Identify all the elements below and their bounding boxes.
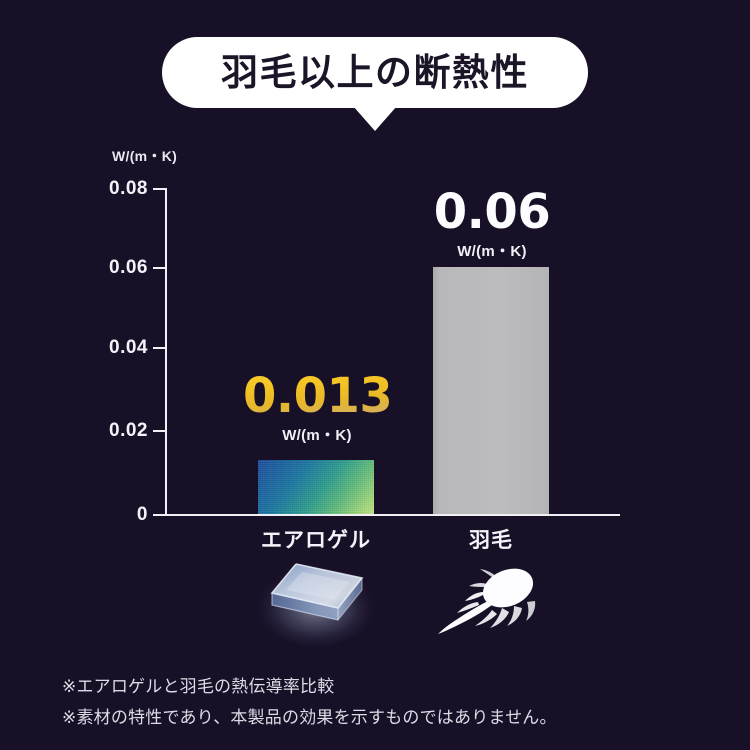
y-tick-000: 0 — [0, 505, 148, 525]
y-axis-unit-label: W/(m・K) — [112, 148, 178, 164]
value-callout-aerogel: 0.013 W/(m・K) — [243, 368, 393, 445]
y-tick-002: 0.02 — [0, 421, 148, 441]
bar-feather — [433, 267, 549, 514]
y-tick-label: 0 — [136, 504, 148, 525]
value-number-feather: 0.06 — [433, 184, 551, 240]
y-tick-004: 0.04 — [0, 338, 148, 358]
x-axis-line — [165, 514, 620, 516]
title-speech-bubble: 羽毛以上の断熱性 — [162, 37, 588, 108]
y-tick-label: 0.04 — [109, 337, 148, 358]
footnote-line-1: ※エアロゲルと羽毛の熱伝導率比較 — [62, 677, 335, 697]
y-tick-mark — [153, 514, 166, 516]
value-unit-aerogel: W/(m・K) — [282, 427, 352, 444]
x-category-label-feather: 羽毛 — [469, 528, 513, 552]
y-tick-mark — [153, 188, 166, 190]
value-callout-feather: 0.06 W/(m・K) — [418, 188, 566, 261]
footnote-line-2: ※素材の特性であり、本製品の効果を示すものではありません。 — [62, 708, 557, 729]
y-axis-line — [165, 188, 167, 516]
y-tick-mark — [153, 347, 166, 349]
footnotes: ※エアロゲルと羽毛の熱伝導率比較 ※素材の特性であり、本製品の効果を示すものでは… — [62, 672, 722, 735]
speech-bubble-tail-icon — [353, 106, 397, 131]
aerogel-block-icon — [252, 548, 380, 648]
bar-aerogel — [258, 460, 374, 514]
feather-icon — [432, 548, 556, 644]
y-tick-006: 0.06 — [0, 258, 148, 278]
y-tick-label: 0.08 — [109, 178, 148, 199]
page-title: 羽毛以上の断熱性 — [221, 51, 529, 94]
y-tick-label: 0.06 — [109, 257, 148, 278]
y-tick-008: 0.08 — [0, 179, 148, 199]
y-tick-mark — [153, 430, 166, 432]
y-tick-label: 0.02 — [109, 420, 148, 441]
x-category-label-aerogel: エアロゲル — [261, 528, 371, 552]
y-tick-mark — [153, 267, 166, 269]
value-number-aerogel: 0.013 — [243, 368, 393, 424]
value-unit-feather: W/(m・K) — [457, 243, 527, 260]
